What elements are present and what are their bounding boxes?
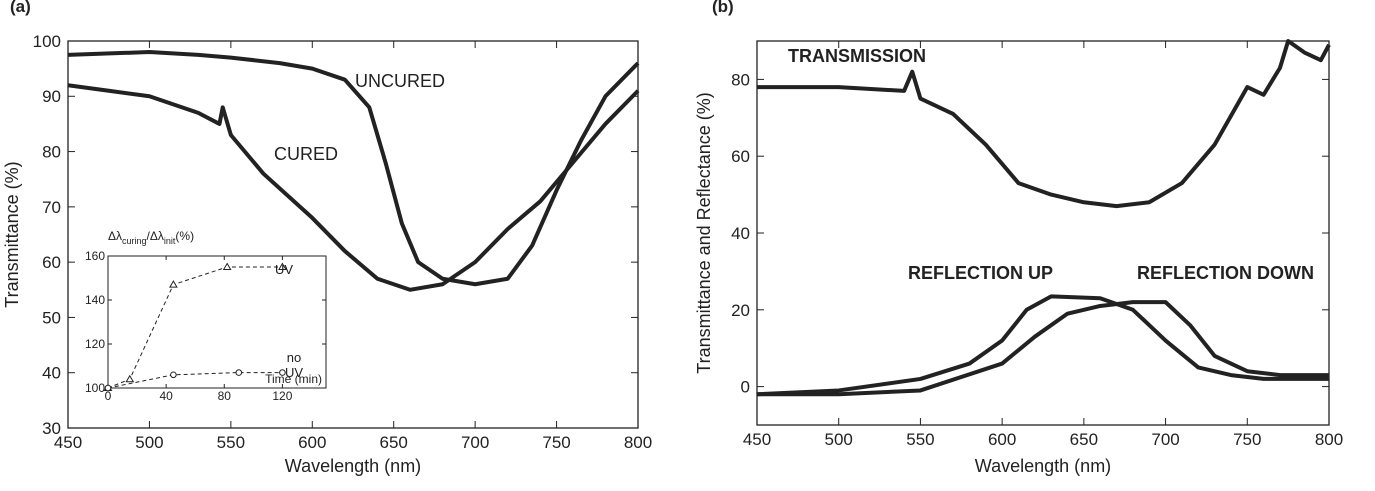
series-line (756, 294, 1329, 397)
y-tick-label: 40 (42, 364, 61, 383)
y-tick-label: 20 (731, 301, 750, 320)
x-axis-label: Wavelength (nm) (975, 456, 1111, 476)
x-tick-label: 700 (1151, 430, 1179, 449)
y-tick-label: 120 (85, 337, 105, 351)
x-tick-label: 600 (988, 430, 1016, 449)
x-tick-label: 650 (1070, 430, 1098, 449)
panel: 450 500 550 600 650 700 750 800 0 20 40 60 80 (b) Wave… (694, 0, 1343, 476)
y-tick-label: 40 (731, 224, 750, 243)
x-tick-label: 80 (218, 389, 232, 403)
y-tick-label: 100 (33, 32, 61, 51)
series-line (107, 372, 283, 389)
y-tick-label: 0 (741, 378, 750, 397)
marker-triangle (278, 262, 287, 270)
marker-triangle (169, 280, 178, 288)
x-tick-label: 700 (461, 433, 489, 452)
label-part: Δλ (108, 229, 122, 243)
y-axis-label: Transmittance (%) (2, 161, 22, 307)
x-tick-label: 550 (906, 430, 934, 449)
marker-circle (279, 369, 286, 376)
label-part: (%) (175, 229, 194, 243)
y-axis-label: Δλcuring/Δλinit(%) (108, 229, 194, 246)
subscript: curing (122, 236, 147, 246)
x-tick-label: 120 (272, 389, 292, 403)
series-line (757, 39, 1331, 209)
panel-label: (a) (10, 0, 31, 16)
panel-label: (b) (712, 0, 734, 16)
x-tick-label: 450 (743, 430, 771, 449)
panel: 450 500 550 600 650 700 750 8003040506070809010… (2, 0, 652, 476)
y-tick-label: 60 (731, 147, 750, 166)
plot-frame (756, 40, 1330, 426)
series-label: UV (274, 262, 294, 277)
y-tick-label: 80 (731, 70, 750, 89)
x-axis-label: Wavelength (nm) (285, 456, 421, 476)
y-axis-label: Transmittance and Reflectance (%) (694, 92, 714, 373)
y-tick-label: 140 (85, 293, 105, 307)
series-line (757, 300, 1329, 397)
y-tick-label: 160 (85, 249, 105, 263)
x-axis-label: Time (min) (265, 372, 322, 386)
series-label: no UV (284, 350, 304, 380)
marker-circle (170, 371, 177, 379)
y-tick-label: 90 (42, 87, 61, 106)
subscript: init (164, 236, 176, 246)
series-label: REFLECTION DOWN (1137, 263, 1314, 283)
x-tick-label: 500 (825, 430, 853, 449)
x-tick-label: 0 (105, 389, 112, 403)
marker-circle (235, 369, 243, 376)
series-line (67, 50, 640, 287)
x-tick-label: 500 (135, 433, 163, 452)
series-line (67, 83, 640, 292)
marker-triangle (222, 262, 232, 270)
x-tick-label: 800 (1315, 430, 1343, 449)
x-tick-label: 600 (298, 433, 326, 452)
y-tick-label: 70 (42, 198, 61, 217)
x-tick-label: 750 (1233, 430, 1261, 449)
plot-frame (107, 255, 327, 389)
label-part: /Δλ (147, 229, 164, 243)
series-label: REFLECTION UP (908, 263, 1053, 283)
x-tick-label: 550 (217, 433, 245, 452)
series-label: UNCURED (355, 71, 445, 91)
x-tick-label: 650 (380, 433, 408, 452)
y-tick-label: 30 (42, 419, 61, 438)
series-label: TRANSMISSION (788, 46, 926, 66)
series-label: CURED (274, 144, 338, 164)
inset: 0 40 80 120 100 120 140 160 Time (min) Δλcuring/Δ… (85, 229, 327, 403)
y-tick-label: 60 (42, 253, 61, 272)
x-tick-label: 450 (54, 433, 82, 452)
x-tick-label: 800 (624, 433, 652, 452)
x-tick-label: 40 (159, 389, 173, 403)
marker-circle (104, 384, 112, 392)
y-tick-label: 80 (42, 143, 61, 162)
y-tick-label: 100 (85, 381, 105, 395)
y-tick-label: 50 (42, 308, 61, 327)
marker-triangle (125, 374, 135, 383)
x-tick-label: 750 (542, 433, 570, 452)
